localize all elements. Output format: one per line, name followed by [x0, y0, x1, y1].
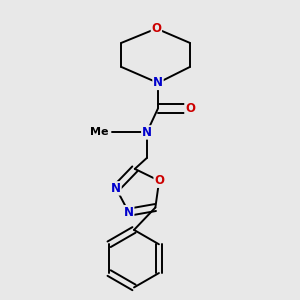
Text: O: O — [152, 22, 161, 35]
Text: O: O — [185, 102, 195, 115]
Text: N: N — [142, 126, 152, 139]
Text: O: O — [154, 174, 164, 187]
Text: N: N — [124, 206, 134, 219]
Text: Me: Me — [90, 128, 109, 137]
Text: N: N — [153, 76, 163, 89]
Text: N: N — [111, 182, 121, 195]
